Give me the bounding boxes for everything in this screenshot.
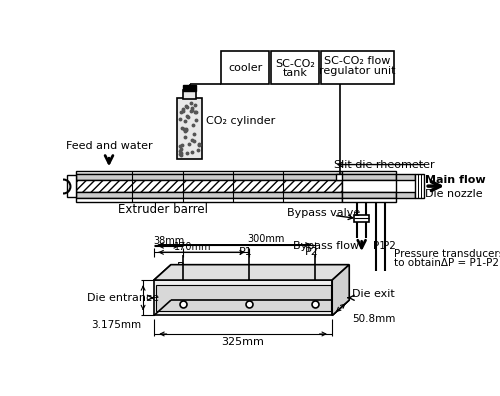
Text: tank: tank — [282, 68, 308, 78]
Bar — [342, 180, 396, 192]
Polygon shape — [154, 265, 349, 280]
Text: SC-CO₂: SC-CO₂ — [275, 59, 315, 69]
Bar — [76, 171, 342, 174]
Text: Bypass valve: Bypass valve — [287, 208, 360, 218]
Text: 50.8mm: 50.8mm — [352, 314, 396, 324]
Bar — [342, 192, 396, 198]
Bar — [415, 174, 424, 198]
Bar — [336, 174, 344, 180]
Text: CO₂ cylinder: CO₂ cylinder — [206, 116, 275, 126]
Text: regulator unit: regulator unit — [319, 66, 395, 76]
Bar — [67, 175, 76, 197]
Text: Die entrance: Die entrance — [88, 293, 160, 303]
Bar — [76, 174, 342, 180]
Bar — [396, 174, 415, 180]
Text: 170mm: 170mm — [174, 242, 212, 252]
Bar — [154, 280, 332, 316]
Bar — [271, 51, 319, 84]
Text: P1: P1 — [374, 241, 386, 251]
Text: P2: P2 — [382, 241, 396, 251]
Bar — [76, 192, 342, 198]
Text: Bypass: Bypass — [177, 261, 219, 274]
Bar — [184, 90, 196, 99]
Text: SC-CO₂ flow: SC-CO₂ flow — [324, 56, 390, 67]
Bar — [342, 198, 396, 202]
Text: P1: P1 — [240, 248, 253, 257]
Bar — [342, 171, 396, 174]
Bar — [184, 85, 196, 91]
Text: cooler: cooler — [228, 63, 262, 72]
Bar — [354, 215, 370, 221]
Text: Die nozzle: Die nozzle — [425, 189, 483, 199]
Text: 38mm: 38mm — [153, 236, 184, 246]
Bar — [156, 285, 330, 311]
Text: Bypass flow: Bypass flow — [294, 241, 360, 251]
Text: Pressure transducers: Pressure transducers — [394, 249, 500, 259]
Bar — [76, 180, 342, 192]
Text: 3.175mm: 3.175mm — [92, 320, 142, 330]
Text: Slit die rheometer: Slit die rheometer — [334, 160, 434, 169]
Text: 325mm: 325mm — [222, 337, 264, 346]
Text: 300mm: 300mm — [248, 234, 285, 244]
Text: Feed and water: Feed and water — [66, 141, 153, 151]
Bar — [177, 97, 202, 159]
Bar — [76, 198, 342, 202]
Polygon shape — [332, 265, 349, 316]
Text: Die exit: Die exit — [352, 289, 395, 299]
Bar — [342, 174, 396, 180]
Bar — [396, 192, 415, 198]
Bar — [222, 51, 270, 84]
Text: Extruder barrel: Extruder barrel — [118, 203, 208, 216]
Text: P2: P2 — [305, 248, 319, 257]
Bar — [320, 51, 394, 84]
Text: Main flow: Main flow — [425, 175, 486, 185]
Text: to obtainΔP = P1-P2: to obtainΔP = P1-P2 — [394, 258, 499, 268]
